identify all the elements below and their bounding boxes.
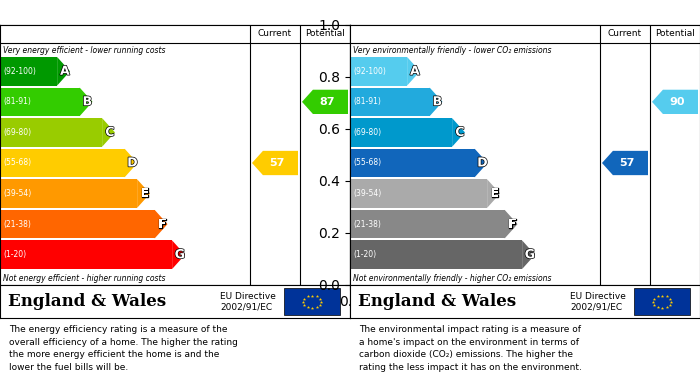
Text: E: E	[491, 187, 499, 200]
Text: D: D	[127, 156, 137, 170]
Text: Current: Current	[258, 29, 292, 38]
Text: Not energy efficient - higher running costs: Not energy efficient - higher running co…	[3, 274, 165, 283]
Bar	[350, 118, 452, 147]
Text: E: E	[141, 187, 149, 200]
Text: EU Directive
2002/91/EC: EU Directive 2002/91/EC	[220, 292, 276, 311]
Polygon shape	[505, 210, 517, 239]
Bar	[350, 210, 505, 239]
Polygon shape	[652, 90, 698, 114]
Text: (1-20): (1-20)	[353, 250, 376, 259]
Text: Not environmentally friendly - higher CO₂ emissions: Not environmentally friendly - higher CO…	[353, 274, 552, 283]
Text: Current: Current	[608, 29, 642, 38]
Bar	[0, 210, 155, 239]
Polygon shape	[80, 88, 92, 116]
Bar	[634, 288, 690, 315]
Text: Potential: Potential	[305, 29, 345, 38]
Text: The environmental impact rating is a measure of
a home's impact on the environme: The environmental impact rating is a mea…	[358, 325, 582, 372]
Text: B: B	[83, 95, 92, 108]
Polygon shape	[252, 151, 298, 175]
Bar	[350, 240, 522, 269]
Text: England & Wales: England & Wales	[358, 293, 516, 310]
Text: F: F	[508, 218, 517, 231]
Text: EU Directive
2002/91/EC: EU Directive 2002/91/EC	[570, 292, 626, 311]
Text: F: F	[158, 218, 167, 231]
Polygon shape	[452, 118, 465, 147]
Polygon shape	[475, 149, 487, 177]
Text: (55-68): (55-68)	[353, 158, 381, 167]
Bar	[350, 149, 475, 177]
Text: (92-100): (92-100)	[3, 67, 36, 76]
Text: Very energy efficient - lower running costs: Very energy efficient - lower running co…	[3, 46, 165, 55]
Bar	[0, 240, 172, 269]
Text: B: B	[433, 95, 442, 108]
Polygon shape	[172, 240, 185, 269]
Text: 57: 57	[269, 158, 284, 168]
Text: 90: 90	[669, 97, 685, 107]
Text: Very environmentally friendly - lower CO₂ emissions: Very environmentally friendly - lower CO…	[353, 46, 552, 55]
Bar	[0, 179, 137, 208]
Bar	[350, 179, 487, 208]
Text: England & Wales: England & Wales	[8, 293, 166, 310]
Polygon shape	[137, 179, 150, 208]
Text: (69-80): (69-80)	[3, 128, 31, 137]
Text: (1-20): (1-20)	[3, 250, 26, 259]
Polygon shape	[302, 90, 348, 114]
Text: 57: 57	[619, 158, 634, 168]
Text: (21-38): (21-38)	[353, 220, 381, 229]
Bar	[0, 149, 125, 177]
Bar	[0, 88, 80, 116]
Text: (81-91): (81-91)	[3, 97, 31, 106]
Polygon shape	[522, 240, 535, 269]
Polygon shape	[57, 57, 70, 86]
Text: (39-54): (39-54)	[353, 189, 382, 198]
Text: A: A	[60, 65, 70, 78]
Bar	[350, 88, 430, 116]
Polygon shape	[430, 88, 442, 116]
Text: G: G	[175, 248, 185, 261]
Polygon shape	[125, 149, 137, 177]
Bar	[284, 288, 340, 315]
Text: Environmental Impact (CO₂) Rating: Environmental Impact (CO₂) Rating	[358, 6, 605, 19]
Text: 87: 87	[319, 97, 335, 107]
Text: Potential: Potential	[655, 29, 695, 38]
Bar	[350, 57, 407, 86]
Text: G: G	[525, 248, 535, 261]
Text: (21-38): (21-38)	[3, 220, 31, 229]
Text: D: D	[477, 156, 487, 170]
Text: (55-68): (55-68)	[3, 158, 31, 167]
Polygon shape	[102, 118, 115, 147]
Text: (69-80): (69-80)	[353, 128, 381, 137]
Bar	[0, 118, 102, 147]
Polygon shape	[602, 151, 648, 175]
Polygon shape	[487, 179, 500, 208]
Bar	[0, 57, 57, 86]
Text: C: C	[455, 126, 464, 139]
Text: (92-100): (92-100)	[353, 67, 386, 76]
Text: Energy Efficiency Rating: Energy Efficiency Rating	[8, 6, 181, 19]
Polygon shape	[155, 210, 167, 239]
Text: (39-54): (39-54)	[3, 189, 31, 198]
Text: (81-91): (81-91)	[353, 97, 381, 106]
Text: A: A	[410, 65, 420, 78]
Text: The energy efficiency rating is a measure of the
overall efficiency of a home. T: The energy efficiency rating is a measur…	[8, 325, 237, 372]
Text: C: C	[105, 126, 114, 139]
Polygon shape	[407, 57, 420, 86]
